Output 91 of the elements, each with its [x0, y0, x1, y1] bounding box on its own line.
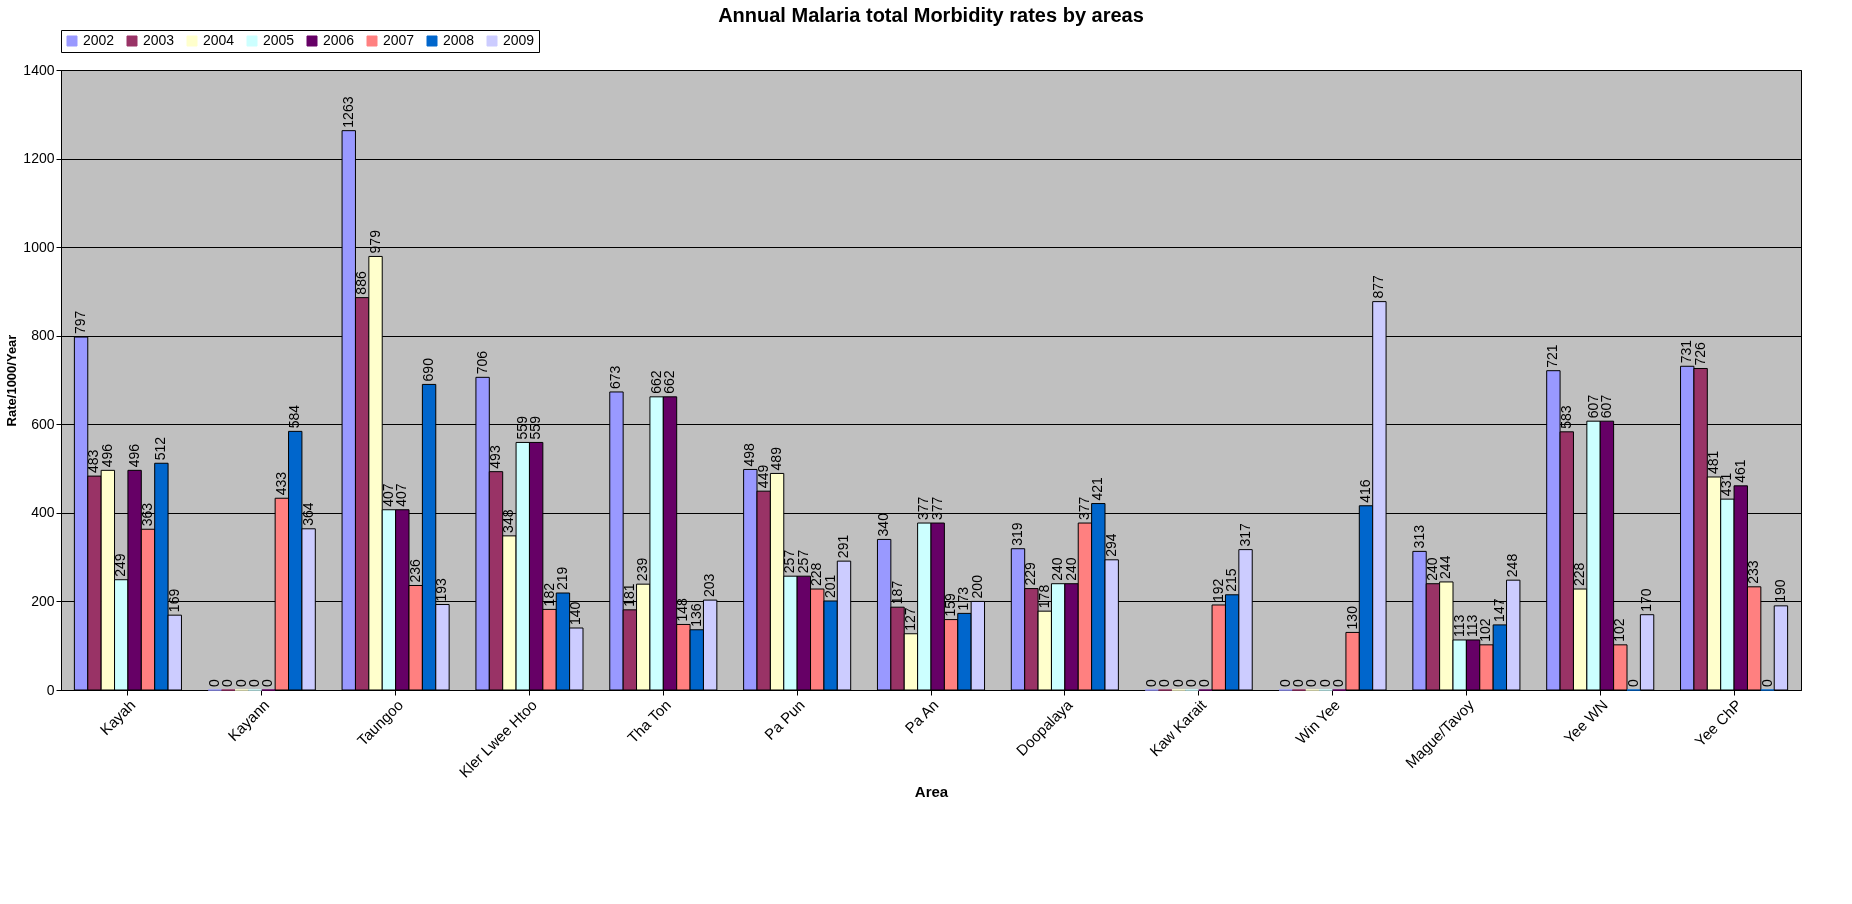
data-label: 449 — [754, 464, 771, 489]
data-label: 233 — [1745, 560, 1762, 584]
data-label: 170 — [1638, 588, 1655, 612]
data-label: 0 — [1183, 679, 1199, 687]
data-label: 877 — [1370, 275, 1387, 299]
data-label: 481 — [1705, 450, 1721, 474]
x-tick-label: Tha Ton — [623, 696, 674, 747]
data-label: 797 — [72, 310, 89, 335]
data-label: 706 — [473, 350, 490, 375]
data-label: 102 — [1611, 618, 1628, 642]
legend-label: 2006 — [323, 32, 355, 48]
data-label: 313 — [1410, 524, 1427, 549]
data-label: 203 — [701, 573, 718, 598]
legend-label: 2005 — [263, 32, 295, 48]
legend-label: 2003 — [143, 32, 175, 48]
chart-title: Annual Malaria total Morbidity rates by areas — [718, 3, 1144, 26]
x-tick-label: Pa Pun — [760, 696, 808, 743]
data-label: 319 — [1009, 522, 1025, 546]
data-label: 363 — [139, 502, 155, 527]
data-label: 187 — [888, 580, 905, 605]
data-label: 317 — [1236, 523, 1253, 547]
data-label: 249 — [112, 553, 129, 577]
data-label: 496 — [125, 443, 142, 468]
legend-label: 2008 — [443, 32, 475, 48]
x-tick-label: Yee WN — [1560, 696, 1611, 747]
y-tick-label: 0 — [46, 681, 55, 698]
data-label: 240 — [1423, 557, 1440, 581]
data-label: 364 — [299, 502, 316, 526]
data-label: 559 — [527, 415, 544, 440]
data-label: 512 — [152, 436, 169, 461]
data-label: 407 — [379, 483, 396, 507]
data-label: 215 — [1223, 568, 1240, 592]
data-label: 0 — [1196, 679, 1213, 687]
y-tick-label: 200 — [31, 592, 55, 609]
data-label: 0 — [205, 679, 222, 687]
data-label: 130 — [1343, 605, 1360, 630]
data-label: 229 — [1022, 562, 1039, 586]
data-label: 721 — [1544, 344, 1561, 368]
y-tick-label: 600 — [31, 415, 55, 432]
data-label: 0 — [1758, 679, 1775, 687]
data-label: 340 — [875, 512, 892, 537]
data-label: 236 — [406, 558, 423, 583]
data-label: 181 — [620, 583, 637, 607]
data-label: 244 — [1437, 555, 1454, 579]
legend-label: 2002 — [83, 32, 115, 48]
data-label: 559 — [513, 415, 530, 440]
x-tick-label: Pa An — [901, 696, 942, 737]
y-tick-label: 1400 — [23, 61, 55, 78]
data-label: 433 — [272, 471, 289, 496]
data-label: 673 — [607, 365, 624, 389]
data-label: 178 — [1035, 584, 1052, 609]
data-label: 690 — [420, 357, 437, 382]
data-label: 583 — [1557, 405, 1574, 429]
y-tick-label: 1000 — [23, 238, 55, 255]
y-tick-label: 400 — [31, 504, 55, 521]
data-label: 584 — [286, 404, 303, 429]
data-label: 228 — [1571, 562, 1588, 587]
data-label: 348 — [500, 509, 517, 533]
data-label: 291 — [835, 534, 851, 559]
x-axis-title: Area — [914, 782, 949, 800]
x-tick-label: Win Yee — [1292, 696, 1344, 748]
data-label: 662 — [647, 370, 664, 394]
data-label: 1263 — [339, 96, 356, 128]
data-label: 0 — [1276, 679, 1293, 687]
data-label: 416 — [1357, 479, 1373, 503]
y-tick-label: 1200 — [23, 150, 55, 167]
x-tick-label: Yee ChP — [1691, 696, 1745, 750]
data-label: 113 — [1450, 614, 1467, 637]
data-label: 498 — [741, 442, 758, 467]
data-label: 127 — [901, 607, 918, 631]
data-label: 662 — [661, 370, 677, 394]
y-axis-title: Rate/1000/Year — [4, 334, 20, 427]
data-label: 140 — [567, 601, 584, 625]
data-label: 489 — [768, 446, 785, 471]
data-label: 192 — [1209, 578, 1226, 602]
data-label: 0 — [1624, 679, 1641, 687]
data-label: 493 — [487, 445, 503, 469]
data-label: 0 — [1142, 679, 1159, 687]
data-label: 294 — [1102, 533, 1119, 557]
legend-label: 2009 — [503, 32, 535, 48]
data-label: 407 — [393, 483, 410, 507]
y-tick-label: 800 — [31, 327, 55, 344]
legend-label: 2004 — [203, 32, 235, 48]
legend-label: 2007 — [383, 32, 415, 48]
data-label: 193 — [433, 577, 450, 602]
data-label: 239 — [634, 557, 651, 582]
data-label: 0 — [1330, 679, 1347, 687]
data-label: 248 — [1504, 553, 1521, 578]
data-label: 421 — [1089, 476, 1106, 501]
data-label: 886 — [353, 271, 370, 295]
data-label: 190 — [1771, 579, 1788, 603]
